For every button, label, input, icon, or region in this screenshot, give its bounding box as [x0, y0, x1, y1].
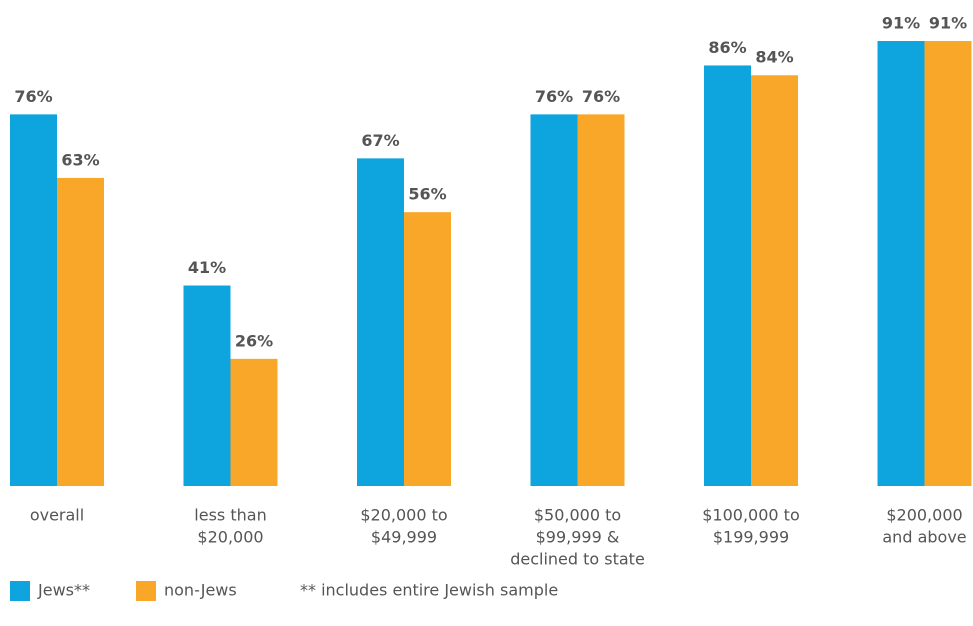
x-tick-label: overall — [30, 506, 84, 525]
legend-swatch — [10, 581, 30, 601]
bar — [230, 358, 278, 486]
bar — [530, 114, 578, 487]
value-label: 76% — [14, 87, 52, 106]
value-label: 76% — [582, 87, 620, 106]
value-label: 91% — [929, 14, 967, 33]
bar — [357, 158, 404, 486]
legend-label: non-Jews — [164, 581, 237, 600]
x-tick-label: declined to state — [510, 550, 645, 569]
value-label: 76% — [535, 87, 573, 106]
x-tick-label: $99,999 & — [536, 528, 620, 547]
legend-label: Jews** — [37, 581, 90, 600]
x-tick-label: and above — [882, 528, 966, 547]
x-tick-label: $100,000 to — [702, 506, 800, 525]
bar — [10, 114, 57, 487]
value-label: 41% — [188, 258, 226, 277]
x-tick-label: $200,000 — [886, 506, 962, 525]
legend-note: ** includes entire Jewish sample — [300, 581, 558, 600]
bar — [57, 177, 104, 486]
bar — [404, 212, 451, 486]
x-tick-label: $20,000 to — [360, 506, 447, 525]
x-tick-label: less than — [194, 506, 266, 525]
value-label: 63% — [61, 150, 99, 169]
bar — [877, 41, 925, 486]
x-tick-label: $199,999 — [713, 528, 789, 547]
value-label: 86% — [708, 38, 746, 57]
value-label: 56% — [408, 185, 446, 204]
x-tick-label: $50,000 to — [534, 506, 621, 525]
legend-swatch — [136, 581, 156, 601]
bar — [924, 41, 972, 486]
value-label: 91% — [882, 14, 920, 33]
bar — [577, 114, 625, 487]
x-tick-label: $20,000 — [197, 528, 263, 547]
value-label: 84% — [755, 48, 793, 67]
bar — [183, 285, 231, 486]
x-tick-label: $49,999 — [371, 528, 437, 547]
bar — [704, 65, 751, 487]
bar — [751, 75, 798, 487]
value-label: 26% — [235, 331, 273, 350]
value-label: 67% — [361, 131, 399, 150]
